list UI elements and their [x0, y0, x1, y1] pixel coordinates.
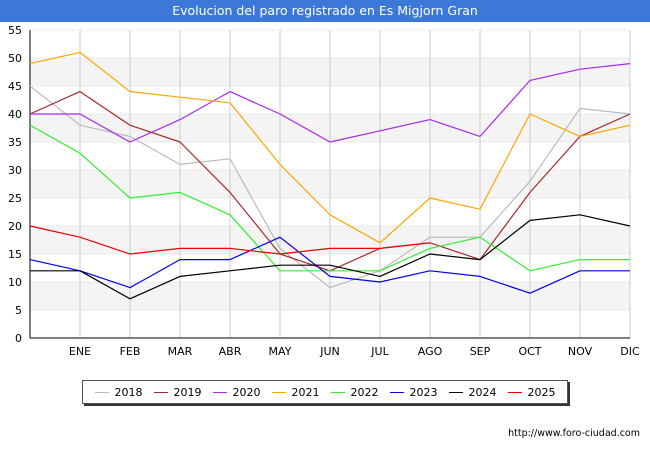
y-tick-label: 45	[8, 80, 22, 93]
y-tick-label: 30	[8, 164, 22, 177]
x-tick-label: FEB	[120, 345, 141, 358]
legend-swatch	[271, 391, 286, 393]
y-tick-label: 50	[8, 52, 22, 65]
x-tick-label: DIC	[620, 345, 640, 358]
y-tick-label: 5	[15, 304, 22, 317]
x-tick-label: ABR	[219, 345, 242, 358]
y-tick-label: 40	[8, 108, 22, 121]
x-tick-label: MAY	[269, 345, 292, 358]
series-line-2018	[29, 85, 631, 289]
legend-label: 2021	[291, 385, 320, 399]
y-tick-label: 20	[8, 220, 22, 233]
legend-label: 2020	[232, 385, 261, 399]
x-tick-label: MAR	[168, 345, 193, 358]
y-tick-label: 0	[15, 332, 22, 345]
legend-swatch	[94, 391, 109, 393]
legend: 2018 2019 2020 2021 2022 2023 2024 2025	[82, 380, 568, 404]
legend-label: 2023	[409, 385, 438, 399]
x-tick-label: OCT	[518, 345, 541, 358]
series-line-2020	[30, 63, 631, 143]
series-line-2023	[29, 236, 630, 294]
legend-swatch	[212, 391, 227, 393]
legend-label: 2024	[468, 385, 497, 399]
x-tick-label: AGO	[418, 345, 443, 358]
legend-item-2025: 2025	[507, 385, 556, 399]
x-tick-label: SEP	[470, 345, 491, 358]
legend-item-2021: 2021	[271, 385, 320, 399]
legend-item-2023: 2023	[389, 385, 438, 399]
legend-swatch	[330, 391, 345, 393]
legend-item-2020: 2020	[212, 385, 261, 399]
legend-item-2022: 2022	[330, 385, 379, 399]
legend-item-2019: 2019	[153, 385, 202, 399]
legend-label: 2025	[527, 385, 556, 399]
legend-label: 2019	[173, 385, 202, 399]
x-tick-label: NOV	[568, 345, 593, 358]
legend-swatch	[507, 391, 522, 393]
y-tick-label: 25	[8, 192, 22, 205]
series-line-2021	[29, 51, 631, 244]
x-tick-label: ENE	[69, 345, 91, 358]
series-line-2025	[29, 225, 431, 255]
legend-label: 2018	[114, 385, 143, 399]
y-tick-label: 15	[8, 248, 22, 261]
legend-swatch	[448, 391, 463, 393]
legend-item-2024: 2024	[448, 385, 497, 399]
series-line-2024	[30, 214, 631, 300]
x-tick-label: JUN	[319, 345, 340, 358]
x-tick-label: JUL	[370, 345, 389, 358]
legend-label: 2022	[350, 385, 379, 399]
y-tick-label: 10	[8, 276, 22, 289]
y-tick-label: 55	[8, 24, 22, 37]
y-tick-label: 35	[8, 136, 22, 149]
legend-swatch	[153, 391, 168, 393]
chart-title: Evolucion del paro registrado en Es Migj…	[0, 0, 650, 22]
legend-swatch	[389, 391, 404, 393]
legend-item-2018: 2018	[94, 385, 143, 399]
series-line-2022	[29, 124, 630, 272]
source-credit: http://www.foro-ciudad.com	[508, 428, 640, 439]
